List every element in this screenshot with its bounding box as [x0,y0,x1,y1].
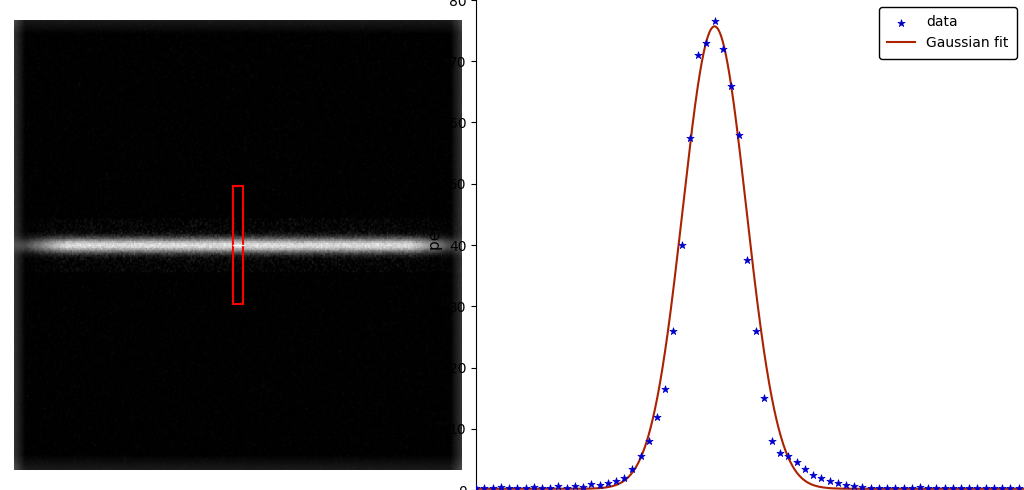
data [616,474,633,482]
data [936,484,952,490]
data [854,483,870,490]
data [994,484,1011,490]
data [895,484,911,490]
data [944,484,961,490]
data [911,483,928,490]
data [715,45,731,53]
data [674,241,690,249]
data [476,484,493,490]
data [862,484,879,490]
data [780,452,797,460]
data [928,484,944,490]
data [468,484,484,490]
Gaussian fit [1002,486,1015,490]
data [756,394,772,402]
Gaussian fit [722,65,734,71]
data [748,327,764,335]
data [846,482,862,490]
data [838,481,854,489]
data [525,483,542,490]
data [1002,484,1019,490]
Gaussian fit [736,175,749,181]
data [764,437,780,445]
data [599,479,615,487]
Gaussian fit [1018,486,1024,490]
data [558,484,574,490]
data [739,256,756,264]
data [723,82,739,90]
data [574,483,591,490]
data [879,484,895,490]
data [821,477,838,485]
data [731,131,748,139]
Gaussian fit [902,486,914,490]
data [591,481,607,489]
data [649,413,666,420]
data [682,134,698,142]
data [970,484,986,490]
Y-axis label: counts per pixel: counts per pixel [428,184,443,306]
data [641,437,657,445]
data [566,482,583,490]
data [986,484,1002,490]
data [788,459,805,466]
data [509,484,525,490]
data [625,465,641,472]
data [484,484,501,490]
data [829,479,846,487]
Gaussian fit [709,24,721,29]
data [550,482,566,490]
data [920,484,936,490]
Line: Gaussian fit: Gaussian fit [476,26,1024,489]
data [493,483,509,490]
data [978,484,994,490]
data [690,51,707,59]
data [707,18,723,25]
data [772,449,788,457]
Gaussian fit [1001,486,1014,490]
data [501,484,517,490]
data [542,484,558,490]
Gaussian fit [1004,486,1016,490]
data [666,327,682,335]
data [657,385,674,393]
data [887,484,903,490]
data [583,480,599,488]
data [517,484,534,490]
data [534,484,550,490]
Legend: data, Gaussian fit: data, Gaussian fit [880,7,1017,59]
data [962,484,978,490]
data [813,474,829,482]
Gaussian fit [498,486,510,490]
Gaussian fit [470,486,482,490]
data [797,465,813,472]
data [903,484,920,490]
data [1011,484,1024,490]
data [633,452,649,460]
data [805,471,821,479]
data [698,39,715,47]
data [870,484,887,490]
data [608,477,625,485]
data [952,484,969,490]
